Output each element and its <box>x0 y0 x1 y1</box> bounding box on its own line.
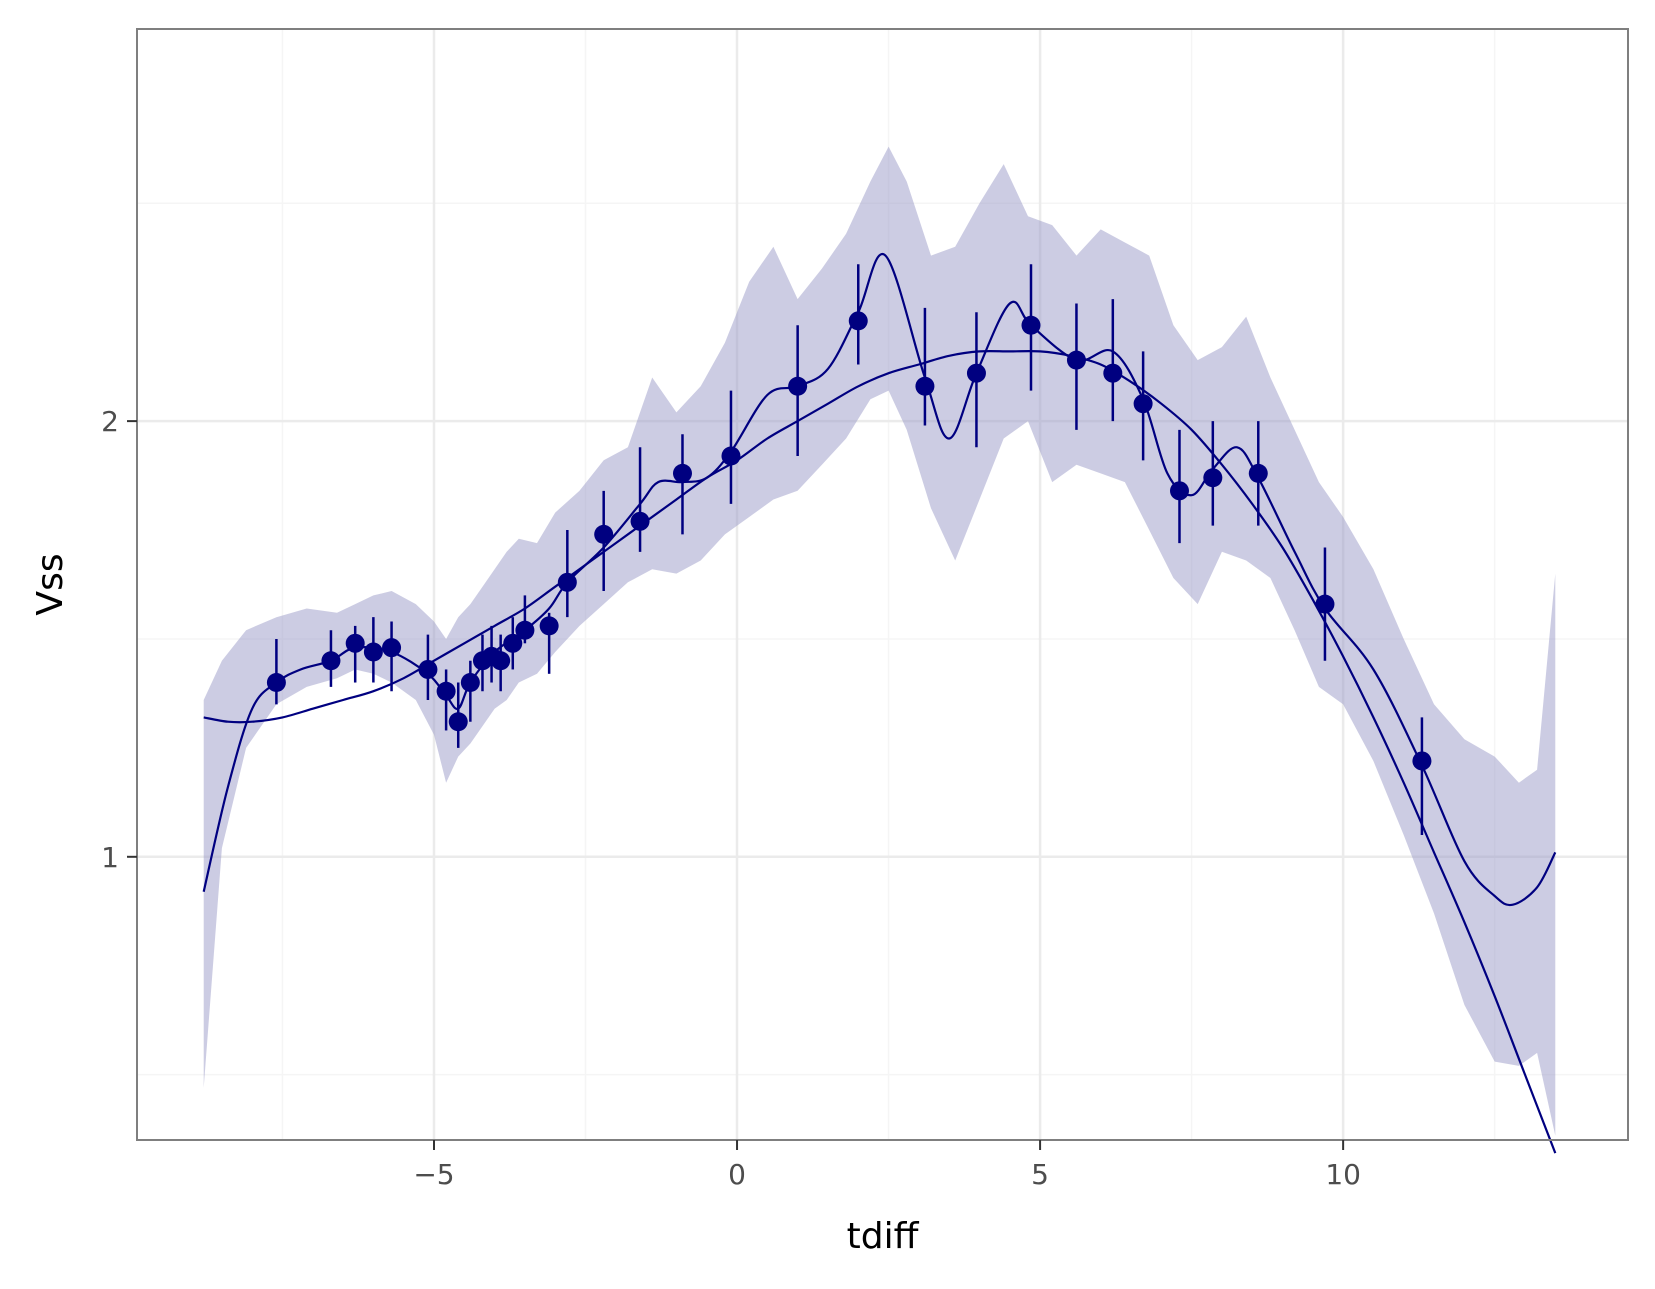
x-tick-label: 5 <box>1031 1158 1049 1191</box>
data-point-1 <box>321 651 341 671</box>
y-axis-title: Vss <box>30 553 71 615</box>
data-point-7 <box>448 712 468 732</box>
data-point-2 <box>345 633 365 653</box>
data-point-11 <box>491 651 511 671</box>
data-point-12 <box>503 633 523 653</box>
y-tick-label: 2 <box>101 405 119 438</box>
data-point-4 <box>382 638 402 658</box>
data-point-23 <box>966 363 986 383</box>
data-point-27 <box>1133 394 1153 414</box>
data-point-29 <box>1203 468 1223 488</box>
data-points <box>266 311 1432 771</box>
data-point-22 <box>915 376 935 396</box>
data-point-13 <box>515 620 535 640</box>
x-tick-label: 10 <box>1325 1158 1361 1191</box>
data-point-20 <box>788 376 808 396</box>
major-gridlines <box>137 29 1628 1140</box>
data-point-32 <box>1412 751 1432 771</box>
panel-border <box>136 28 1629 1141</box>
data-point-3 <box>363 642 383 662</box>
data-point-26 <box>1103 363 1123 383</box>
data-point-17 <box>630 511 650 531</box>
data-point-8 <box>460 673 480 693</box>
data-point-6 <box>436 681 456 701</box>
confidence-ribbon <box>203 146 1556 1136</box>
x-axis-title: tdiff <box>847 1216 920 1257</box>
data-point-30 <box>1248 463 1268 483</box>
x-tick-label: −5 <box>413 1158 454 1191</box>
data-point-14 <box>539 616 559 636</box>
y-axis-ticks: 12 <box>101 405 137 874</box>
data-point-25 <box>1066 350 1086 370</box>
data-point-16 <box>594 524 614 544</box>
data-point-31 <box>1315 594 1335 614</box>
x-tick-label: 0 <box>728 1158 746 1191</box>
data-point-21 <box>848 311 868 331</box>
data-point-0 <box>266 673 286 693</box>
data-point-5 <box>418 659 438 679</box>
data-point-24 <box>1021 315 1041 335</box>
data-point-15 <box>557 572 577 592</box>
y-tick-label: 1 <box>101 841 119 874</box>
data-point-18 <box>672 463 692 483</box>
data-point-28 <box>1169 481 1189 501</box>
data-point-19 <box>721 446 741 466</box>
x-axis-ticks: −5 0 5 10 <box>413 1140 1361 1191</box>
